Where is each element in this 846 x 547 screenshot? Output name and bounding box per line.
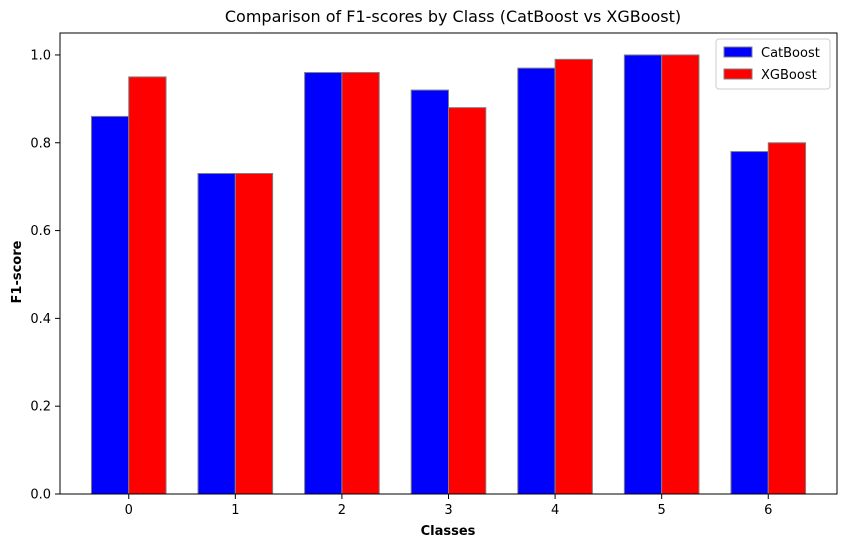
y-tick-label: 0.4 xyxy=(30,312,51,327)
bar-catboost-class-5 xyxy=(623,54,663,495)
legend-label-xgboost: XGBoost xyxy=(761,68,817,83)
x-tick-label: 3 xyxy=(444,503,452,518)
y-tick-label: 0.6 xyxy=(30,224,51,239)
x-tick-label: 2 xyxy=(338,503,346,518)
bar-xgboost-class-5 xyxy=(661,54,700,495)
bar-catboost-class-0 xyxy=(90,115,130,495)
x-tick-label: 1 xyxy=(231,503,239,518)
bar-xgboost-class-0 xyxy=(128,76,167,495)
legend-swatch-catboost xyxy=(723,46,753,58)
legend: CatBoost XGBoost xyxy=(715,38,831,90)
bar-catboost-class-4 xyxy=(517,67,556,495)
bars-layer xyxy=(90,54,807,495)
y-tick-label: 0.0 xyxy=(30,488,51,503)
bar-catboost-class-2 xyxy=(304,72,343,495)
bar-catboost-class-1 xyxy=(197,172,236,495)
y-tick-label: 0.2 xyxy=(30,400,51,415)
bar-catboost-class-6 xyxy=(730,151,769,495)
bar-catboost-class-3 xyxy=(410,89,449,495)
bar-xgboost-class-3 xyxy=(448,107,487,495)
bar-xgboost-class-2 xyxy=(341,72,380,495)
bar-xgboost-class-1 xyxy=(234,172,274,495)
legend-swatch-xgboost xyxy=(723,68,753,80)
axes-layer: 0 1 2 3 4 5 6 0.0 0.2 0.4 0.6 0.8 1.0 xyxy=(30,32,838,518)
y-tick-label: 0.8 xyxy=(30,136,51,151)
y-tick-label: 1.0 xyxy=(30,48,51,63)
legend-label-catboost: CatBoost xyxy=(761,46,820,61)
x-tick-label: 0 xyxy=(125,503,133,518)
bar-xgboost-class-4 xyxy=(554,58,593,495)
x-tick-label: 4 xyxy=(551,503,559,518)
x-axis-title: Classes xyxy=(421,524,476,539)
x-tick-label: 5 xyxy=(658,503,666,518)
y-axis-title: F1-score xyxy=(10,240,25,303)
chart-title: Comparison of F1-scores by Class (CatBoo… xyxy=(225,7,681,26)
bar-xgboost-class-6 xyxy=(767,142,807,495)
x-tick-label: 6 xyxy=(764,503,772,518)
